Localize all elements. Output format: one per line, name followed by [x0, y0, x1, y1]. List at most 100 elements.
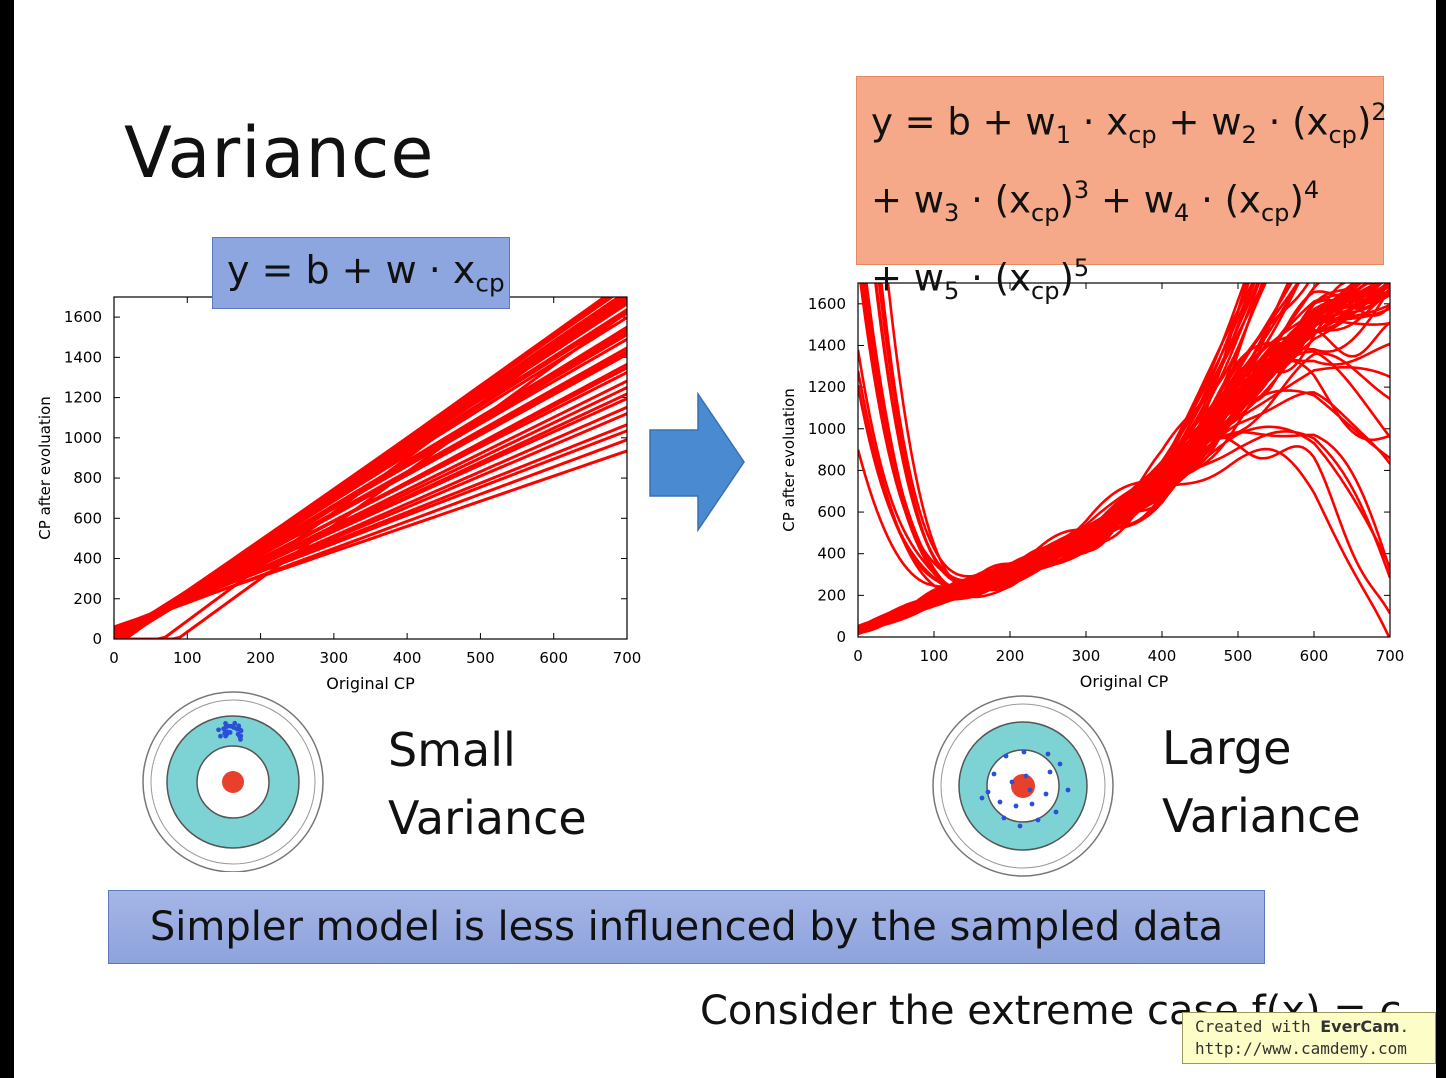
polynomial-fit-curve [858, 391, 1390, 632]
linear-fit-line [114, 366, 627, 637]
linear-fit-line [114, 449, 627, 629]
left-chart-xtick-label: 700 [613, 649, 642, 667]
polynomial-fit-curve [858, 284, 1390, 590]
right-chart-axes: 0 100 200 300 400 500 600 700 0 200 400 600 800 1000 1… [780, 283, 1404, 691]
polynomial-fit-curve [858, 283, 1363, 632]
simple-equation-text: y = b + w · x [227, 248, 476, 292]
linear-fit-line [114, 316, 627, 639]
linear-fit-line [114, 297, 627, 639]
high-variance-target-icon [932, 695, 1114, 877]
right-chart-xtick-label: 200 [996, 647, 1025, 665]
linear-fit-line [114, 438, 627, 632]
linear-fit-line [114, 397, 627, 633]
left-chart-ytick-label: 800 [73, 469, 102, 487]
left-chart-ytick-label: 1200 [64, 389, 102, 407]
polynomial-fit-curve [858, 321, 1390, 629]
polynomial-fit-curve [858, 287, 1390, 634]
left-chart-frame [113, 296, 628, 640]
linear-fit-line [114, 326, 627, 639]
right-chart-ytick-label: 600 [817, 503, 846, 521]
slide-title: Variance [124, 112, 435, 194]
dart-dot [227, 730, 233, 735]
left-chart-xtick-label: 0 [109, 649, 119, 667]
linear-fit-line [114, 309, 627, 639]
right-chart-xtick-label: 300 [1072, 647, 1101, 665]
left-chart-xtick-label: 200 [246, 649, 275, 667]
linear-fit-line [114, 386, 627, 636]
right-chart-xtick-label: 400 [1148, 647, 1177, 665]
polynomial-fit-curve [858, 283, 1377, 634]
dart-dot [1009, 779, 1015, 785]
dart-dot [1045, 751, 1051, 757]
dart-dot [1003, 753, 1009, 759]
linear-fit-line [114, 379, 627, 636]
linear-fit-line [114, 363, 627, 639]
linear-fit-line [114, 412, 627, 634]
linear-fit-line [114, 297, 627, 639]
linear-fit-line [114, 297, 627, 639]
polynomial-fit-curve [858, 430, 1390, 634]
conclusion-banner: Simpler model is less influenced by the … [108, 890, 1265, 964]
polynomial-fit-curve [858, 283, 1386, 633]
left-chart-xtick-label: 500 [466, 649, 495, 667]
dart-dot [997, 799, 1003, 805]
linear-fit-line [114, 423, 627, 631]
right-chart-ylabel: CP after evoluation [780, 388, 798, 531]
simple-equation-subscript: cp [475, 268, 505, 298]
right-chart-ytick-label: 0 [836, 628, 846, 646]
polynomial-fit-curve [858, 430, 1390, 633]
linear-fit-line [114, 300, 627, 639]
polynomial-fit-curve [858, 283, 1372, 630]
dart-dot [1065, 787, 1071, 793]
right-chart-xtick-label: 100 [920, 647, 949, 665]
polynomial-fit-curve [858, 350, 1390, 635]
left-chart-xtick-label: 400 [393, 649, 422, 667]
dart-dot [1017, 823, 1023, 829]
linear-fit-line [114, 333, 627, 639]
linear-fit-line [114, 346, 627, 638]
linear-fit-line [114, 371, 627, 635]
polynomial-fit-curve [858, 290, 1390, 633]
dart-dot [1057, 761, 1063, 767]
right-chart-ytick-label: 1000 [808, 420, 846, 438]
low-variance-target-icon [142, 691, 324, 872]
left-chart-ytick-label: 1600 [64, 308, 102, 326]
linear-fit-line [114, 297, 611, 639]
linear-fit-line [114, 297, 615, 639]
polynomial-fit-curve [858, 389, 1390, 629]
linear-fit-line [114, 429, 627, 630]
polynomial-fit-curve [858, 303, 1390, 633]
polynomial-fit-curve [858, 283, 1369, 635]
dart-dot [1029, 801, 1035, 807]
dart-dot [1021, 749, 1027, 755]
linear-fit-line [114, 405, 627, 634]
polynomial-fit-curve [858, 293, 1390, 632]
complex-equation-line2: + w3 · (xcp)3 + w4 · (xcp)4 [871, 175, 1320, 227]
dart-dot [1023, 773, 1029, 779]
dart-dot [238, 728, 244, 734]
left-chart-xtick-label: 100 [173, 649, 202, 667]
dart-dot [1001, 815, 1007, 821]
dart-dot [1027, 787, 1033, 793]
linear-fit-line [114, 310, 627, 639]
dart-dot [238, 737, 243, 742]
polynomial-fit-curve [858, 283, 1390, 633]
right-chart-ytick-label: 1600 [808, 295, 846, 313]
simple-equation-box: y = b + w · xcp [212, 237, 510, 309]
dart-dot [1035, 817, 1041, 823]
linear-fit-line [114, 302, 627, 639]
left-chart-ytick-label: 200 [73, 590, 102, 608]
polynomial-fit-curve [858, 292, 1390, 633]
evercam-watermark: Created with EverCam. http://www.camdemy… [1182, 1012, 1436, 1064]
polynomial-fit-curve [858, 283, 1390, 633]
right-chart-ytick-label: 200 [817, 586, 846, 604]
right-chart-ytick-label: 400 [817, 545, 846, 563]
right-chart-xlabel: Original CP [1080, 672, 1169, 691]
polynomial-fit-curve [858, 294, 1390, 633]
large-variance-label: Large Variance [1162, 721, 1361, 843]
dart-dot [216, 727, 221, 733]
dart-dot [234, 726, 240, 732]
polynomial-fit-curve [858, 288, 1390, 630]
polynomial-fit-curve [858, 352, 1390, 631]
dart-dot [979, 795, 985, 801]
